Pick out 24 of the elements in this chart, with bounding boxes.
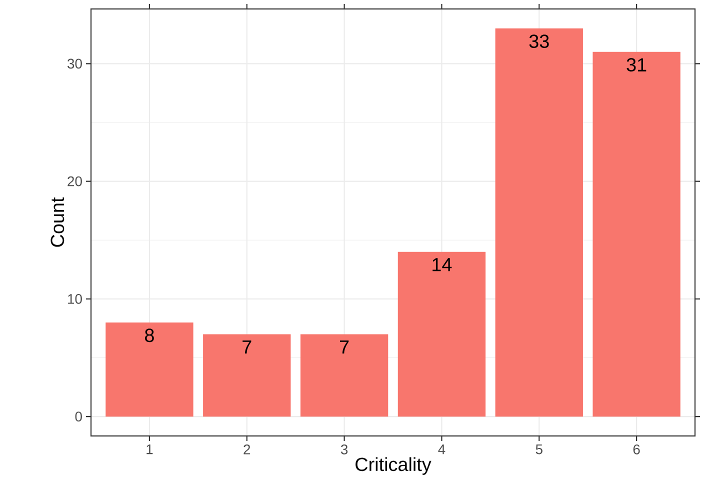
- x-tick-label: 1: [146, 444, 153, 454]
- y-tick-label: 10: [68, 294, 82, 304]
- bar: [398, 252, 486, 417]
- data-label: 7: [242, 340, 252, 354]
- bar: [495, 28, 583, 417]
- x-tick-label: 5: [536, 444, 542, 454]
- y-axis-title: Count: [50, 197, 64, 247]
- data-label: 31: [626, 58, 646, 72]
- bar: [300, 334, 388, 417]
- y-tick-label: 0: [75, 412, 82, 422]
- y-tick-label: 20: [68, 176, 82, 186]
- data-label: 8: [145, 328, 154, 342]
- x-tick-label: 3: [340, 444, 348, 454]
- x-tick-label: 4: [438, 444, 446, 454]
- data-label: 33: [529, 34, 549, 48]
- bar: [203, 334, 291, 417]
- data-label: 14: [432, 258, 452, 272]
- y-tick-label: 30: [68, 58, 82, 69]
- x-axis-title: Criticality: [356, 457, 432, 475]
- bar: [592, 52, 680, 417]
- x-tick-label: 6: [633, 444, 640, 454]
- x-tick-label: 2: [244, 444, 250, 454]
- data-label: 7: [340, 340, 349, 354]
- bar: [106, 322, 194, 417]
